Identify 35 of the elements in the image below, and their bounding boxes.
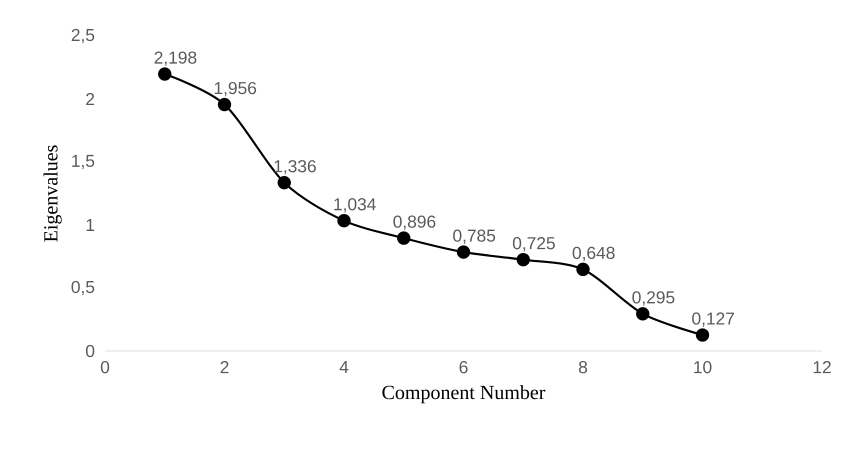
y-tick-label: 1,5 (72, 154, 94, 170)
data-label: 2,198 (154, 51, 196, 66)
data-label: 0,896 (393, 216, 436, 230)
point (158, 67, 172, 81)
y-tick-label: 0,5 (72, 280, 94, 296)
y-tick-label: 2,5 (72, 28, 94, 44)
y-tick-label: 1 (86, 219, 94, 231)
point (516, 252, 530, 266)
x-tick-label: 6 (460, 361, 468, 374)
data-label: 1,336 (274, 160, 316, 174)
data-label: 0,785 (453, 230, 496, 244)
data-label: 0,127 (692, 312, 734, 327)
data-label: 0,648 (572, 246, 615, 262)
y-tick-label: 0 (86, 344, 94, 358)
point (397, 231, 410, 245)
y-axis-title: Eigenvalues (44, 145, 62, 242)
y-tick-label: 2 (86, 92, 94, 106)
x-tick-label: 2 (220, 361, 228, 374)
point (278, 176, 291, 190)
data-label: 0,295 (632, 291, 674, 306)
point (636, 307, 650, 320)
point (456, 245, 470, 259)
x-tick-label: 12 (814, 361, 831, 374)
point (696, 328, 710, 342)
x-tick-label: 4 (340, 361, 348, 373)
x-tick-label: 10 (694, 361, 712, 374)
data-label: 1,956 (214, 82, 256, 96)
point (576, 262, 590, 276)
x-tick-label: 8 (578, 361, 588, 374)
data-label: 1,034 (334, 198, 376, 212)
point (337, 214, 351, 228)
data-label: 0,725 (512, 237, 555, 252)
point (218, 98, 232, 112)
x-tick-label: 0 (100, 361, 110, 374)
x-axis-title: Component Number (382, 385, 546, 404)
